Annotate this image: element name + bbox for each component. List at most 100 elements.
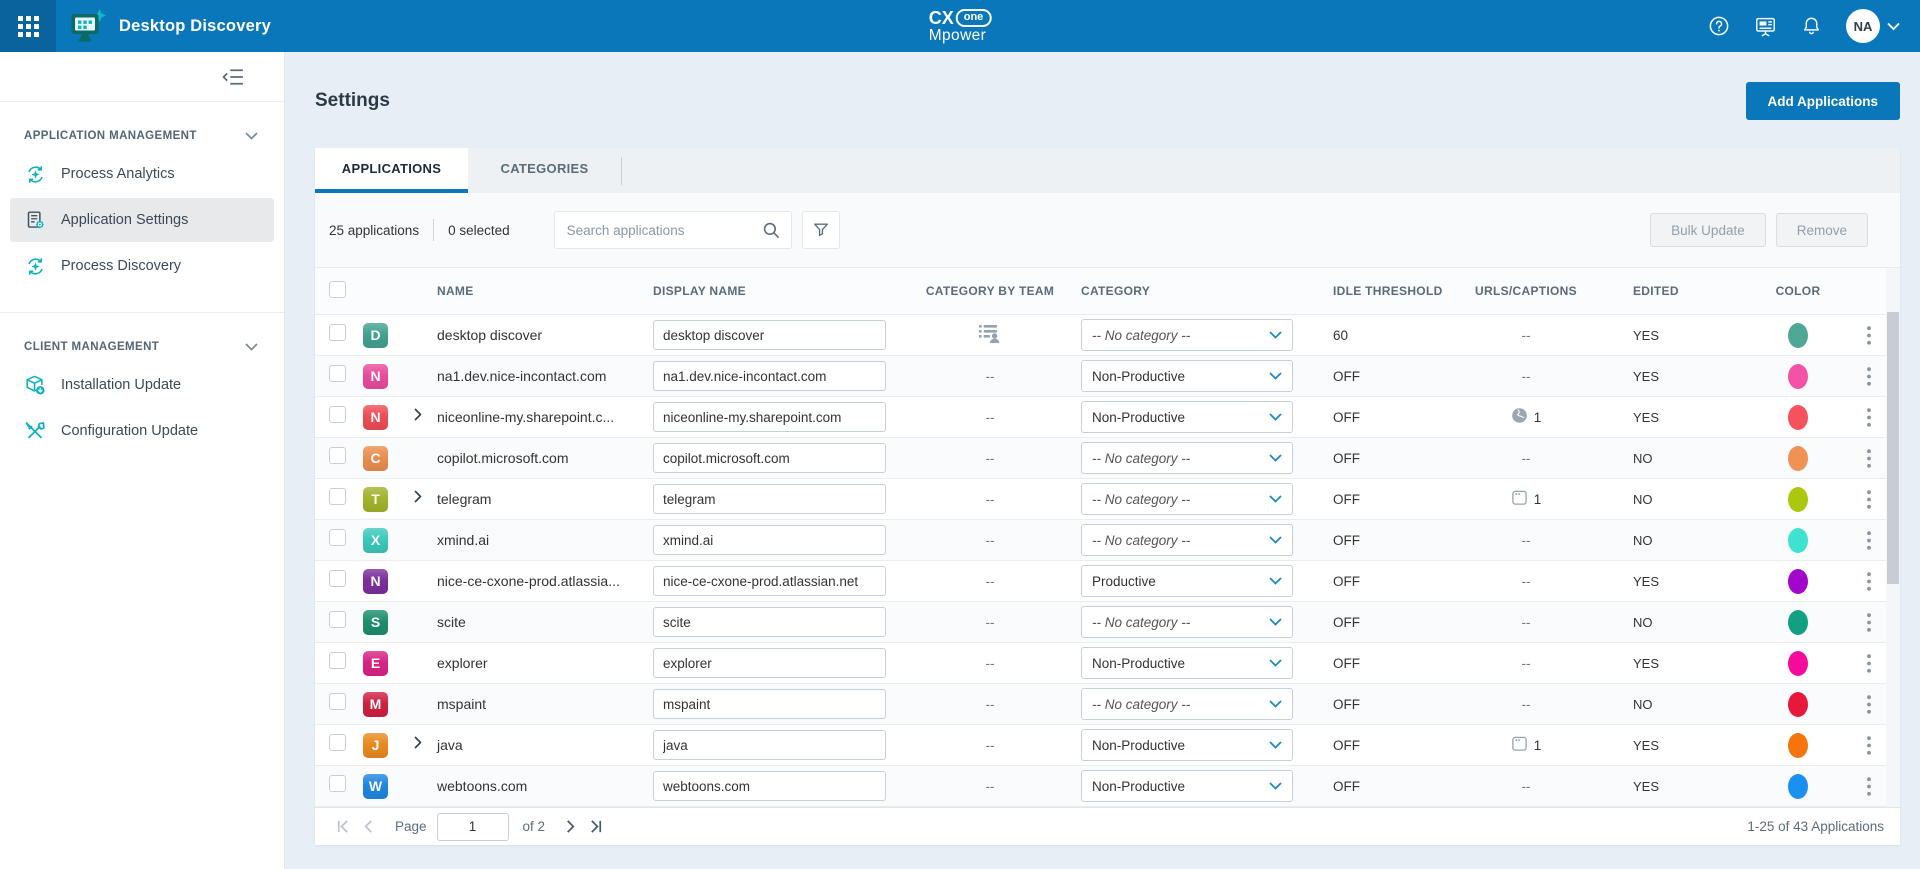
row-menu-button[interactable] [1837, 612, 1900, 632]
kebab-menu-icon [1866, 448, 1871, 468]
sidebar-section-client-management[interactable]: CLIENT MANAGEMENT [0, 341, 284, 353]
presentation-icon[interactable] [1754, 15, 1777, 37]
row-menu-button[interactable] [1837, 407, 1900, 427]
color-dot[interactable] [1788, 609, 1808, 635]
category-select[interactable]: Productive [1081, 565, 1293, 597]
color-dot[interactable] [1788, 404, 1808, 430]
color-dot[interactable] [1788, 527, 1808, 553]
row-menu-button[interactable] [1837, 325, 1900, 345]
display-name-input[interactable] [653, 648, 886, 678]
row-checkbox[interactable] [329, 570, 346, 587]
display-name-input[interactable] [653, 361, 886, 391]
previous-page-button[interactable] [355, 814, 381, 840]
display-name-input[interactable] [653, 771, 886, 801]
app-grid-button[interactable] [0, 0, 56, 52]
row-checkbox[interactable] [329, 734, 346, 751]
sidebar-item-process-analytics[interactable]: Process Analytics [10, 152, 274, 196]
display-name-input[interactable] [653, 689, 886, 719]
sidebar-item-application-settings[interactable]: Application Settings [10, 198, 274, 242]
category-select[interactable]: Non-Productive [1081, 729, 1293, 761]
expand-chevron-icon[interactable] [414, 408, 422, 426]
row-menu-button[interactable] [1837, 448, 1900, 468]
row-menu-button[interactable] [1837, 694, 1900, 714]
notifications-bell-icon[interactable] [1801, 15, 1822, 37]
page-number-input[interactable] [436, 812, 509, 841]
avatar[interactable]: NA [1846, 9, 1880, 43]
app-name: webtoons.com [437, 778, 528, 794]
display-name-input[interactable] [653, 320, 886, 350]
display-name-input[interactable] [653, 484, 886, 514]
category-select[interactable]: -- No category -- [1081, 606, 1293, 638]
scrollbar-thumb[interactable] [1887, 312, 1899, 584]
display-name-input[interactable] [653, 566, 886, 596]
sidebar-item-process-discovery[interactable]: Process Discovery [10, 244, 274, 288]
first-page-button[interactable] [329, 814, 355, 840]
bulk-update-button[interactable]: Bulk Update [1650, 213, 1766, 247]
expand-chevron-icon[interactable] [414, 490, 422, 508]
row-checkbox[interactable] [329, 324, 346, 341]
row-menu-button[interactable] [1837, 366, 1900, 386]
search-input[interactable] [566, 222, 762, 238]
user-menu[interactable]: NA [1846, 9, 1900, 43]
row-menu-button[interactable] [1837, 735, 1900, 755]
row-checkbox[interactable] [329, 693, 346, 710]
tab-applications[interactable]: APPLICATIONS [315, 148, 468, 193]
display-name-input[interactable] [653, 443, 886, 473]
add-applications-button[interactable]: Add Applications [1745, 82, 1900, 120]
row-menu-button[interactable] [1837, 776, 1900, 796]
next-page-button[interactable] [557, 814, 583, 840]
color-dot[interactable] [1788, 322, 1808, 348]
category-select[interactable]: -- No category -- [1081, 688, 1293, 720]
display-name-input[interactable] [653, 402, 886, 432]
row-checkbox[interactable] [329, 611, 346, 628]
color-dot[interactable] [1788, 773, 1808, 799]
color-dot[interactable] [1788, 568, 1808, 594]
sidebar-section-application-management[interactable]: APPLICATION MANAGEMENT [0, 130, 284, 142]
category-select[interactable]: -- No category -- [1081, 524, 1293, 556]
row-menu-button[interactable] [1837, 530, 1900, 550]
color-dot[interactable] [1788, 363, 1808, 389]
row-checkbox[interactable] [329, 406, 346, 423]
sidebar-item-installation-update[interactable]: Installation Update [10, 363, 274, 407]
filter-button[interactable] [801, 211, 840, 249]
help-icon[interactable] [1708, 15, 1730, 37]
category-select[interactable]: -- No category -- [1081, 319, 1293, 351]
app-name: mspaint [437, 696, 487, 712]
tab-categories[interactable]: CATEGORIES [500, 161, 589, 176]
edited-value: YES [1633, 327, 1660, 343]
display-name-input[interactable] [653, 730, 886, 760]
display-name-input[interactable] [653, 525, 886, 555]
select-all-checkbox[interactable] [329, 281, 346, 298]
last-page-button[interactable] [583, 814, 609, 840]
display-name-input[interactable] [653, 607, 886, 637]
category-select[interactable]: Non-Productive [1081, 401, 1293, 433]
row-menu-button[interactable] [1837, 571, 1900, 591]
category-select[interactable]: Non-Productive [1081, 360, 1293, 392]
color-dot[interactable] [1788, 650, 1808, 676]
urls-captions-value: -- [1521, 532, 1531, 548]
sidebar-item-configuration-update[interactable]: Configuration Update [10, 409, 274, 453]
row-checkbox[interactable] [329, 447, 346, 464]
category-select[interactable]: Non-Productive [1081, 770, 1293, 802]
row-menu-button[interactable] [1837, 653, 1900, 673]
row-checkbox[interactable] [329, 775, 346, 792]
color-dot[interactable] [1788, 445, 1808, 471]
urls-captions-value: -- [1521, 368, 1531, 384]
color-dot[interactable] [1788, 691, 1808, 717]
vertical-scrollbar[interactable] [1886, 268, 1900, 807]
category-select[interactable]: -- No category -- [1081, 442, 1293, 474]
category-select[interactable]: Non-Productive [1081, 647, 1293, 679]
color-dot[interactable] [1788, 486, 1808, 512]
row-checkbox[interactable] [329, 488, 346, 505]
sidebar-collapse-icon[interactable] [222, 68, 244, 86]
row-checkbox[interactable] [329, 365, 346, 382]
search-icon[interactable] [762, 221, 781, 240]
row-checkbox[interactable] [329, 529, 346, 546]
color-dot[interactable] [1788, 732, 1808, 758]
row-checkbox[interactable] [329, 652, 346, 669]
row-menu-button[interactable] [1837, 489, 1900, 509]
remove-button[interactable]: Remove [1775, 213, 1868, 247]
idle-threshold-value: OFF [1333, 778, 1360, 794]
expand-chevron-icon[interactable] [414, 736, 422, 754]
category-select[interactable]: -- No category -- [1081, 483, 1293, 515]
